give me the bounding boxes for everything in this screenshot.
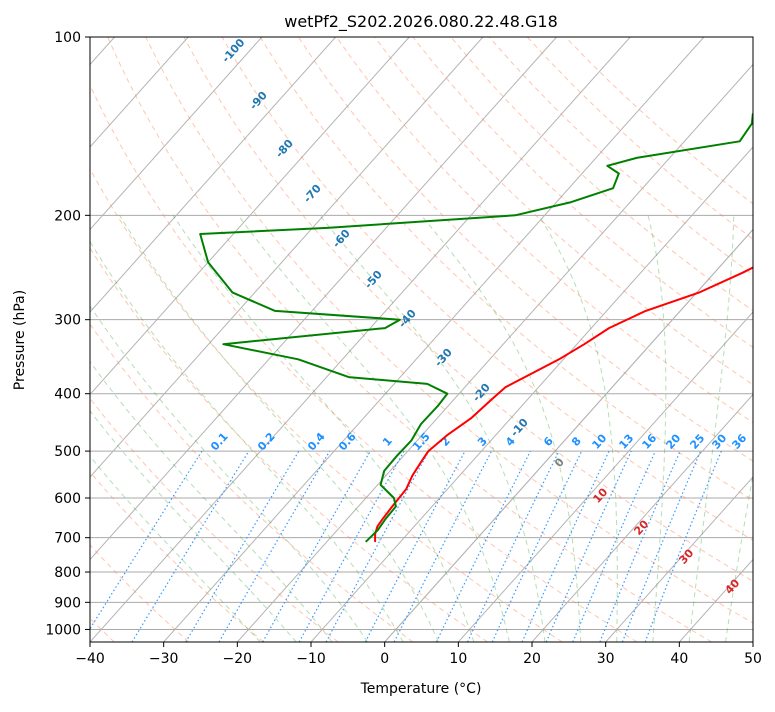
y-axis-title: Pressure (hPa) (12, 290, 28, 390)
x-axis-title: Temperature (°C) (360, 681, 482, 697)
x-tick-label: −40 (75, 651, 105, 667)
x-tick-label: 10 (449, 651, 467, 667)
x-tick-label: 40 (670, 651, 688, 667)
x-tick-label: 30 (597, 651, 615, 667)
y-tick-label: 300 (54, 313, 81, 329)
chart-title: wetPf2_S202.2026.080.22.48.G18 (284, 12, 558, 32)
x-tick-label: −30 (149, 651, 179, 667)
x-tick-label: 50 (744, 651, 762, 667)
y-tick-label: 200 (54, 208, 81, 224)
y-tick-label: 600 (54, 491, 81, 507)
y-tick-label: 500 (54, 444, 81, 460)
y-tick-label: 400 (54, 387, 81, 403)
x-tick-label: 20 (523, 651, 541, 667)
y-tick-label: 1000 (45, 622, 81, 638)
y-tick-label: 900 (54, 595, 81, 611)
y-tick-label: 700 (54, 531, 81, 547)
x-tick-label: −10 (296, 651, 326, 667)
y-tick-label: 100 (54, 30, 81, 46)
x-tick-label: −20 (223, 651, 253, 667)
x-tick-label: 0 (380, 651, 389, 667)
y-tick-label: 800 (54, 565, 81, 581)
